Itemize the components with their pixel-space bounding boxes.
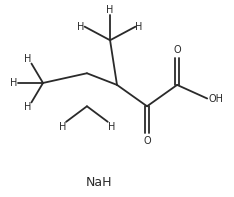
Text: O: O	[143, 136, 151, 146]
Text: H: H	[24, 54, 31, 64]
Text: O: O	[173, 45, 181, 55]
Text: OH: OH	[208, 94, 223, 103]
Text: H: H	[108, 122, 115, 132]
Text: H: H	[135, 22, 143, 32]
Text: NaH: NaH	[85, 176, 112, 189]
Text: H: H	[106, 5, 114, 15]
Text: H: H	[24, 102, 31, 112]
Text: H: H	[77, 22, 85, 32]
Text: H: H	[10, 78, 18, 88]
Text: H: H	[59, 122, 66, 132]
